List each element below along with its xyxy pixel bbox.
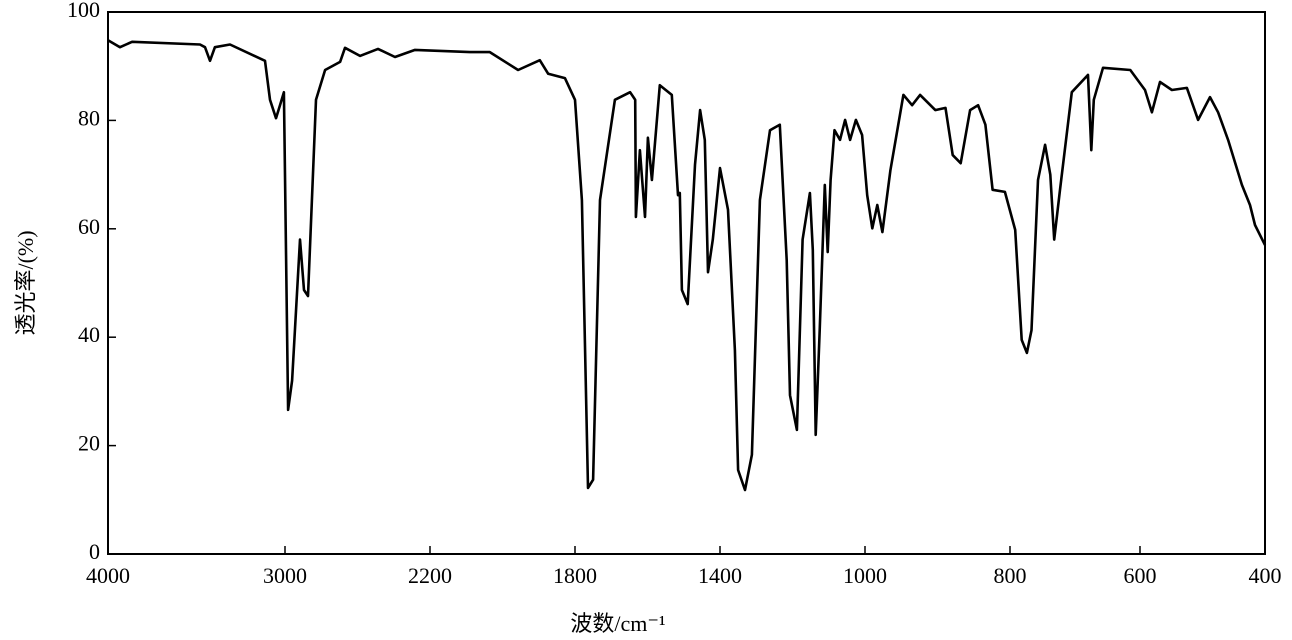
y-tick-label: 100 (67, 0, 100, 22)
x-tick-label: 600 (1124, 563, 1157, 588)
y-tick-label: 80 (78, 105, 100, 130)
x-tick-label: 3000 (263, 563, 307, 588)
x-tick-label: 400 (1249, 563, 1282, 588)
x-tick-label: 1000 (843, 563, 887, 588)
x-tick-label: 4000 (86, 563, 130, 588)
x-axis-label: 波数/cm⁻¹ (570, 611, 665, 636)
plot-frame (107, 11, 1266, 555)
y-tick-label: 0 (89, 539, 100, 564)
y-tick-label: 40 (78, 322, 100, 347)
x-tick-label: 800 (994, 563, 1027, 588)
x-tick-label: 1800 (553, 563, 597, 588)
y-tick-label: 20 (78, 431, 100, 456)
x-tick-label: 1400 (698, 563, 742, 588)
spectrum-line (107, 39, 1267, 492)
y-axis-label: 透光率/(%) (13, 230, 38, 335)
y-tick-label: 60 (78, 214, 100, 239)
x-tick-label: 2200 (408, 563, 452, 588)
